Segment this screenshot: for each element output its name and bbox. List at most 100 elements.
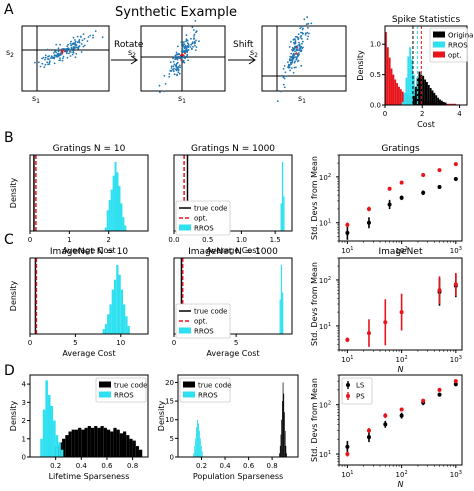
legend-swatch xyxy=(179,224,191,231)
scatter-point xyxy=(291,48,293,51)
x-tick-exponent: 1 xyxy=(350,246,353,252)
scatter-point xyxy=(298,49,301,51)
scatter-point xyxy=(173,73,176,76)
scatter-point xyxy=(57,53,60,56)
x-axis-label: N xyxy=(398,480,404,489)
scatter-ylabel-shifted: s2 xyxy=(250,48,258,59)
legend-label: RROS xyxy=(194,328,214,336)
scatter-point xyxy=(182,59,185,62)
y-tick-label: 1 xyxy=(22,435,26,443)
x-axis-label: Population Sparseness xyxy=(193,472,283,481)
scatter-point xyxy=(177,71,180,74)
x-axis-label: N xyxy=(398,365,404,374)
scatter-xlabel-rotated: s1 xyxy=(178,94,186,105)
x-tick-label: 101 xyxy=(341,246,353,255)
scatter-point xyxy=(295,46,298,49)
x-tick-label: 0.8 xyxy=(127,462,138,470)
scatter-point xyxy=(181,46,184,49)
scatter-point xyxy=(282,68,285,70)
data-point-ls xyxy=(437,392,442,397)
scatter-point xyxy=(44,58,46,61)
bar-truecode xyxy=(282,401,283,457)
scatter-point xyxy=(66,45,69,48)
bar-rros xyxy=(106,210,109,231)
scatter-point xyxy=(37,61,40,64)
scatter-point xyxy=(180,54,183,57)
chart-b3: 101 102 103 101 102 Gratings Std. Devs from Me… xyxy=(310,144,463,255)
scatter-point xyxy=(306,31,309,34)
bar-rros xyxy=(280,264,283,334)
chart-title: Gratings N = 1000 xyxy=(191,144,275,154)
scatter-point xyxy=(49,57,52,59)
y-tick-label: 0 xyxy=(22,454,26,462)
panel-letter-a: A xyxy=(4,2,14,18)
scatter-point xyxy=(175,51,178,54)
scatter-point xyxy=(74,40,77,43)
data-point-ps xyxy=(366,206,371,211)
data-point-ps xyxy=(345,337,350,342)
bar-truecode xyxy=(65,435,69,457)
bar-rros xyxy=(116,264,119,334)
axes-frame xyxy=(29,154,149,232)
legend-label: true code xyxy=(194,308,227,316)
scatter-point xyxy=(299,47,301,50)
scatter-rotated: s2 s1 xyxy=(128,20,226,105)
scatter-point xyxy=(289,69,291,72)
scatter-point xyxy=(55,43,58,46)
scatter-point xyxy=(53,57,56,60)
data-point-ps xyxy=(383,320,388,325)
scatter-point xyxy=(192,29,195,31)
x-tick-label: 0 xyxy=(28,236,32,244)
axes-frame xyxy=(29,374,149,458)
data-point-ls xyxy=(387,202,392,207)
y-tick-label: 0 xyxy=(170,454,174,462)
scatter-point xyxy=(83,44,86,47)
bar-rros xyxy=(104,227,107,231)
bar-truecode xyxy=(122,431,127,457)
bar-opt xyxy=(396,83,399,105)
scatter-point xyxy=(282,76,285,79)
scatter-point xyxy=(63,48,66,50)
scatter-point xyxy=(72,36,75,39)
bar-original xyxy=(414,86,417,105)
scatter-point xyxy=(308,32,310,35)
scatter-point xyxy=(172,57,175,60)
x-tick-exponent: 3 xyxy=(459,355,462,361)
scatter-xlabel-shifted: s1 xyxy=(298,94,306,105)
scatter-point xyxy=(195,46,198,48)
bar-rros xyxy=(113,279,117,334)
scatter-point xyxy=(303,18,306,21)
scatter-point xyxy=(181,53,184,56)
y-tick-label: 102 xyxy=(319,276,331,285)
scatter-point xyxy=(193,35,195,37)
arrow-rotate-label: Rotate xyxy=(114,40,144,50)
scatter-point xyxy=(62,49,65,52)
bar-opt xyxy=(386,47,389,105)
data-point-ps xyxy=(453,379,458,384)
bar-rros xyxy=(118,186,121,231)
bar-rros xyxy=(50,405,54,457)
scatter-points-shifted xyxy=(276,16,313,103)
scatter-point xyxy=(67,47,70,50)
bar-rros xyxy=(47,395,51,457)
scatter-point xyxy=(72,51,75,54)
y-axis-label: Density xyxy=(9,401,18,432)
axes-frame xyxy=(29,257,149,335)
y-tick-label: 101 xyxy=(319,219,331,228)
data-point-ls xyxy=(345,230,350,235)
scatter-point xyxy=(198,40,200,43)
bar-rros xyxy=(195,438,197,457)
x-tick-exponent: 2 xyxy=(404,246,407,252)
data-point-ls xyxy=(453,382,458,387)
bar-opt xyxy=(401,91,404,105)
scatter-point xyxy=(72,46,75,48)
bar-original xyxy=(431,90,434,105)
scatter-point xyxy=(292,49,295,51)
scatter-point xyxy=(184,52,187,55)
scatter-point xyxy=(55,55,57,58)
scatter-point xyxy=(89,34,92,37)
bar-truecode xyxy=(283,393,285,457)
chart-title: ImageNet N = 1000 xyxy=(188,247,278,257)
scatter-point xyxy=(177,69,180,71)
